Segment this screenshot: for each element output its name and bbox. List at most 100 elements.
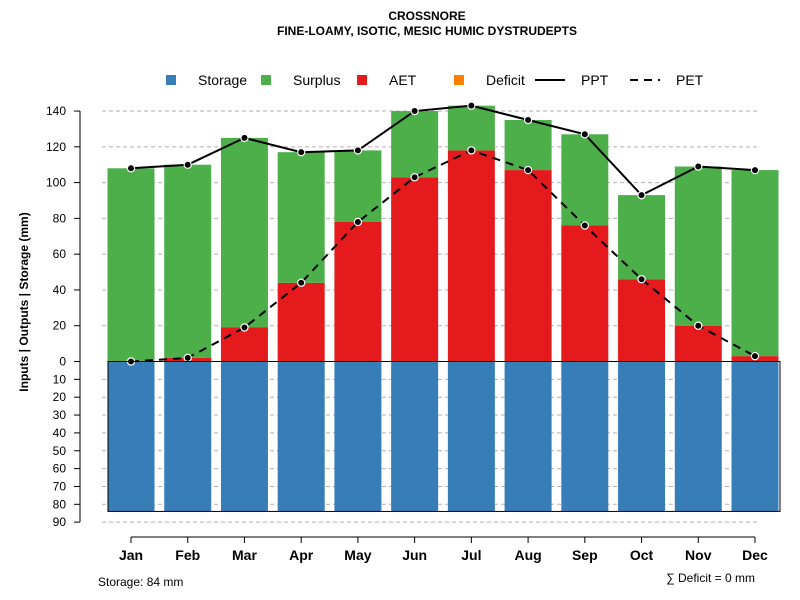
x-tick-label: Jun (402, 547, 427, 563)
legend-swatch-surplus (261, 75, 271, 85)
x-tick-label: Oct (630, 547, 654, 563)
bar-storage (220, 361, 268, 512)
y-tick-label: 90 (53, 515, 67, 529)
ppt-point (637, 190, 646, 200)
legend: Storage Surplus AET Deficit PPT PET (166, 72, 704, 88)
pet-point (694, 321, 703, 330)
legend-swatch-aet (357, 75, 367, 85)
x-tick-label: Nov (685, 547, 712, 563)
bar-storage (618, 361, 666, 512)
bar-surplus (391, 111, 439, 178)
bar-aet (447, 150, 495, 362)
bar-surplus (334, 150, 382, 222)
y-tick-label: 60 (53, 247, 67, 261)
legend-label-surplus: Surplus (293, 72, 340, 88)
bar-storage (731, 361, 779, 512)
legend-swatch-storage (166, 75, 176, 85)
bar-surplus (164, 164, 212, 358)
pet-point (183, 353, 192, 363)
y-tick-label: 40 (53, 283, 67, 297)
bar-surplus (107, 168, 155, 362)
ppt-point (126, 164, 136, 173)
pet-point (580, 221, 590, 230)
x-tick-label: Apr (289, 547, 314, 563)
ppt-line (130, 104, 756, 197)
x-tick-label: Jan (119, 547, 143, 563)
bar-aet (220, 327, 268, 362)
legend-label-storage: Storage (198, 72, 247, 88)
ppt-point (410, 106, 419, 116)
x-tick-label: Feb (175, 547, 200, 563)
bar-aet (391, 177, 439, 362)
y-tick-label: 10 (53, 372, 67, 386)
pet-point (523, 165, 533, 175)
pet-point (353, 217, 363, 227)
bar-storage (107, 361, 155, 512)
ppt-point (523, 115, 533, 125)
bar-aet (674, 325, 722, 362)
bar-storage (504, 361, 552, 512)
y-tick-label: 30 (53, 408, 67, 422)
bar-surplus (618, 195, 666, 280)
bar-storage (277, 361, 325, 512)
y-tick-label: 0 (59, 355, 66, 369)
bar-storage (674, 361, 722, 512)
legend-swatch-deficit (454, 75, 464, 85)
bar-storage (447, 361, 495, 512)
y-tick-label: 50 (53, 444, 67, 458)
deficit-note: ∑ Deficit = 0 mm (666, 571, 755, 585)
pet-point (467, 146, 476, 155)
ppt-point (240, 133, 249, 143)
bar-surplus (674, 166, 722, 326)
x-tick-label: Jul (461, 547, 481, 563)
legend-label-pet: PET (676, 72, 704, 88)
pet-point (410, 173, 419, 182)
bar-storage (334, 361, 382, 512)
y-tick-label: 20 (53, 390, 67, 404)
ppt-point (467, 101, 476, 110)
y-tick-label: 40 (53, 426, 67, 440)
bar-aet (504, 170, 552, 362)
bar-surplus (504, 119, 552, 171)
ppt-point (750, 165, 760, 175)
bar-aet (561, 225, 609, 362)
pet-point (240, 323, 249, 332)
bars (107, 105, 779, 512)
series-lines (126, 101, 760, 366)
chart-title: CROSSNORE (388, 9, 465, 23)
bar-surplus (220, 137, 268, 328)
ppt-point (694, 162, 703, 171)
ppt-point (296, 147, 306, 157)
x-tick-label: Aug (514, 547, 541, 563)
axes: 0 20 40 60 80 100 120 140 10 20 30 40 50 60 70 80 90 Jan F… (46, 104, 781, 563)
y-tick-label: 140 (46, 104, 66, 118)
ppt-point (183, 160, 192, 169)
bar-surplus (447, 105, 495, 151)
bar-aet (334, 221, 382, 362)
bar-storage (561, 361, 609, 512)
y-tick-label: 70 (53, 479, 67, 493)
y-tick-label: 80 (53, 211, 67, 225)
pet-line (130, 149, 756, 363)
pet-point (296, 278, 306, 287)
y-tick-label: 60 (53, 462, 67, 476)
bar-storage (164, 361, 212, 512)
y-axis-label: Inputs | Outputs | Storage (mm) (17, 212, 31, 391)
x-tick-label: Mar (232, 547, 257, 563)
x-tick-label: Sep (572, 547, 598, 563)
y-tick-label: 20 (53, 319, 67, 333)
legend-label-deficit: Deficit (486, 72, 525, 88)
bar-surplus (731, 170, 779, 357)
x-tick-label: May (344, 547, 371, 563)
storage-note: Storage: 84 mm (98, 575, 183, 589)
x-tick-label: Dec (742, 547, 768, 563)
y-tick-label: 100 (46, 176, 66, 190)
pet-point (750, 351, 760, 361)
chart-subtitle: FINE-LOAMY, ISOTIC, MESIC HUMIC DYSTRUDE… (277, 24, 577, 38)
bar-surplus (561, 134, 609, 226)
ppt-point (580, 130, 590, 139)
pet-point (637, 275, 646, 284)
ppt-point (353, 146, 363, 155)
bar-storage (391, 361, 439, 512)
